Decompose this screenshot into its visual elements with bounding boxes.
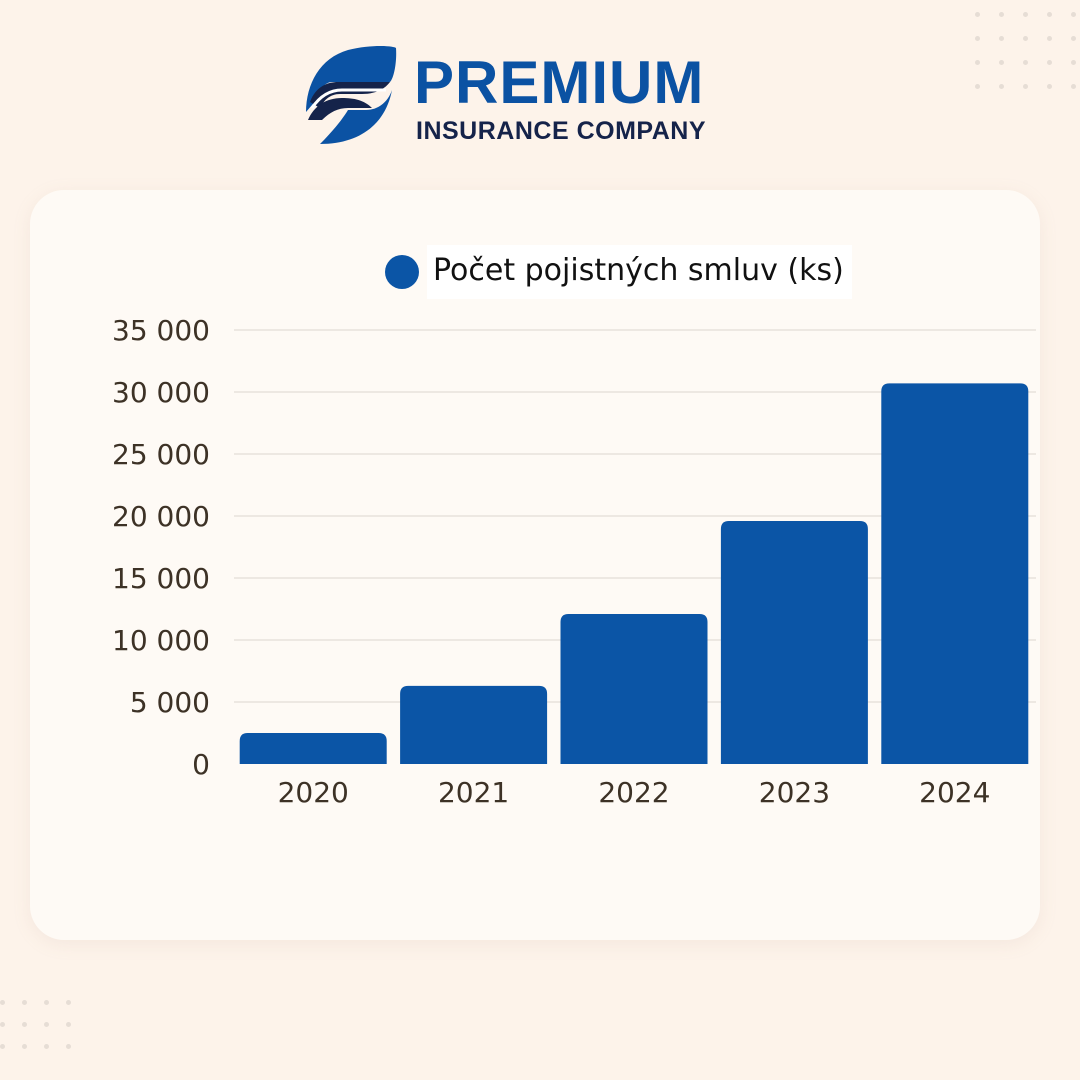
decorative-dots-top-right — [975, 12, 1076, 92]
legend-label: Počet pojistných smluv (ks) — [427, 245, 852, 299]
y-tick-label: 25 000 — [112, 438, 210, 471]
premium-logo-icon — [306, 46, 397, 144]
y-tick-label: 30 000 — [112, 376, 210, 409]
bar-2021 — [400, 685, 548, 764]
bar-2020 — [239, 733, 387, 764]
bar-2023 — [720, 520, 868, 764]
y-tick-label: 35 000 — [112, 314, 210, 347]
decorative-dots-bottom-left — [0, 1000, 90, 1070]
x-tick-label: 2024 — [919, 776, 990, 809]
brand-header: PREMIUM INSURANCE COMPANY — [300, 40, 760, 150]
y-axis-ticks: 0 5 000 10 000 15 000 20 000 25 000 30 000 35 0… — [112, 314, 210, 781]
y-tick-label: 5 000 — [130, 686, 210, 719]
brand-subtitle: INSURANCE COMPANY — [416, 117, 706, 145]
chart-card — [30, 190, 1040, 940]
y-tick-label: 0 — [192, 748, 210, 781]
brand-name: PREMIUM — [414, 49, 705, 116]
x-tick-label: 2023 — [759, 776, 830, 809]
x-tick-label: 2020 — [278, 776, 349, 809]
bars — [239, 383, 1029, 764]
bar-2022 — [560, 613, 708, 764]
x-tick-label: 2021 — [438, 776, 509, 809]
y-tick-label: 20 000 — [112, 500, 210, 533]
y-tick-label: 10 000 — [112, 624, 210, 657]
y-tick-label: 15 000 — [112, 562, 210, 595]
x-tick-label: 2022 — [598, 776, 669, 809]
legend: Počet pojistných smluv (ks) — [385, 244, 852, 300]
x-axis-ticks: 2020 2021 2022 2023 2024 — [278, 776, 991, 809]
legend-swatch — [385, 255, 419, 289]
bar-2024 — [881, 383, 1029, 764]
